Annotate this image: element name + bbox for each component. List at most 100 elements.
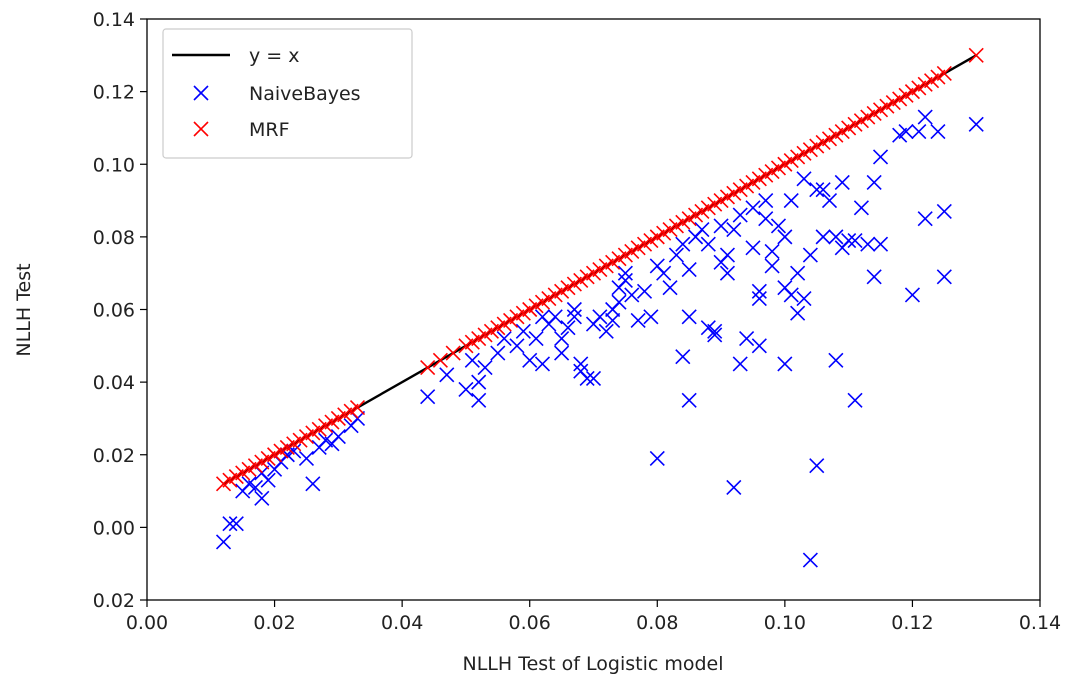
data-point: [828, 229, 844, 245]
data-point: [764, 243, 780, 259]
data-point: [560, 320, 576, 336]
data-point: [700, 236, 716, 252]
data-point: [509, 338, 525, 354]
data-point: [439, 367, 455, 383]
data-point: [770, 218, 787, 234]
x-axis-label: NLLH Test of Logistic model: [462, 653, 723, 675]
data-point: [821, 192, 838, 209]
legend: y = x NaiveBayes MRF: [162, 28, 413, 159]
data-point: [790, 305, 806, 321]
legend-marker-mrf: [193, 121, 209, 137]
x-tick-label: 0.00: [126, 612, 168, 634]
data-point: [732, 356, 748, 372]
data-point: [528, 330, 544, 347]
x-tick-label: 0.14: [1019, 612, 1061, 634]
y-tick-label: 0.00: [93, 517, 135, 539]
data-point: [496, 330, 512, 347]
data-point: [477, 360, 493, 376]
data-point: [930, 124, 946, 140]
data-point: [802, 552, 818, 568]
data-point: [617, 272, 633, 289]
data-point: [936, 65, 952, 82]
legend-box: [162, 28, 413, 159]
data-point: [471, 374, 487, 390]
data-point: [611, 294, 627, 310]
data-point: [783, 287, 799, 303]
data-point: [745, 200, 761, 216]
data-point: [617, 265, 633, 281]
data-point: [305, 476, 321, 492]
data-point: [445, 345, 461, 361]
data-point: [758, 211, 774, 227]
series-naivebayes: [215, 109, 984, 568]
data-point: [566, 301, 582, 318]
data-point: [330, 429, 346, 445]
data-point: [847, 232, 863, 249]
data-point: [579, 370, 595, 387]
data-point: [847, 392, 863, 408]
y-tick-label: 0.06: [93, 300, 135, 322]
data-point: [490, 345, 506, 361]
data-point: [860, 236, 876, 252]
y-tick-label: 0.10: [93, 154, 135, 176]
legend-marker-cross: [193, 121, 209, 137]
data-point: [656, 265, 672, 281]
data-point: [802, 247, 818, 263]
data-point: [605, 312, 621, 328]
data-point: [790, 265, 806, 281]
data-point: [853, 200, 869, 216]
data-point: [464, 352, 480, 368]
data-point: [713, 218, 729, 234]
data-point: [624, 287, 640, 303]
legend-marker-naivebayes: [193, 85, 209, 101]
data-point: [522, 352, 538, 368]
data-point: [420, 389, 436, 405]
y-tick-label: 0.08: [93, 227, 135, 249]
data-point: [592, 309, 608, 325]
data-point: [707, 327, 723, 343]
data-point: [968, 47, 984, 63]
data-point: [668, 247, 684, 263]
x-tick-label: 0.12: [891, 612, 933, 634]
data-point: [566, 309, 582, 325]
data-point: [222, 516, 238, 532]
data-point: [783, 192, 799, 209]
data-point: [585, 370, 602, 387]
x-tick-label: 0.06: [509, 612, 551, 634]
data-point: [247, 479, 264, 495]
data-point: [866, 174, 882, 190]
data-point: [349, 399, 366, 416]
data-point: [872, 149, 889, 165]
x-tick-label: 0.04: [381, 612, 423, 634]
data-point: [681, 392, 697, 408]
data-point: [471, 392, 487, 408]
data-point: [547, 309, 563, 325]
y-tick-label: 0.04: [93, 372, 135, 394]
data-point: [726, 222, 742, 238]
data-point: [573, 356, 589, 372]
y-tick-label: 0.02: [93, 590, 135, 612]
data-point: [675, 349, 691, 365]
data-point: [726, 479, 742, 495]
legend-marker-cross: [193, 85, 209, 101]
data-point: [228, 516, 244, 532]
x-tick-label: 0.10: [764, 612, 806, 634]
data-point: [796, 171, 812, 187]
data-point: [630, 312, 646, 328]
data-point: [260, 472, 276, 488]
data-point: [432, 352, 448, 368]
data-point: [681, 309, 697, 325]
data-point: [694, 222, 710, 238]
data-point: [758, 192, 774, 209]
data-point: [707, 323, 723, 339]
data-point: [515, 323, 531, 339]
legend-label-naivebayes: NaiveBayes: [249, 83, 361, 105]
data-point: [777, 356, 793, 372]
data-point: [554, 345, 570, 361]
data-point: [968, 116, 984, 132]
plot-area: [215, 47, 984, 568]
data-point: [745, 240, 761, 256]
data-point: [681, 261, 697, 278]
x-tick-label: 0.08: [636, 612, 678, 634]
